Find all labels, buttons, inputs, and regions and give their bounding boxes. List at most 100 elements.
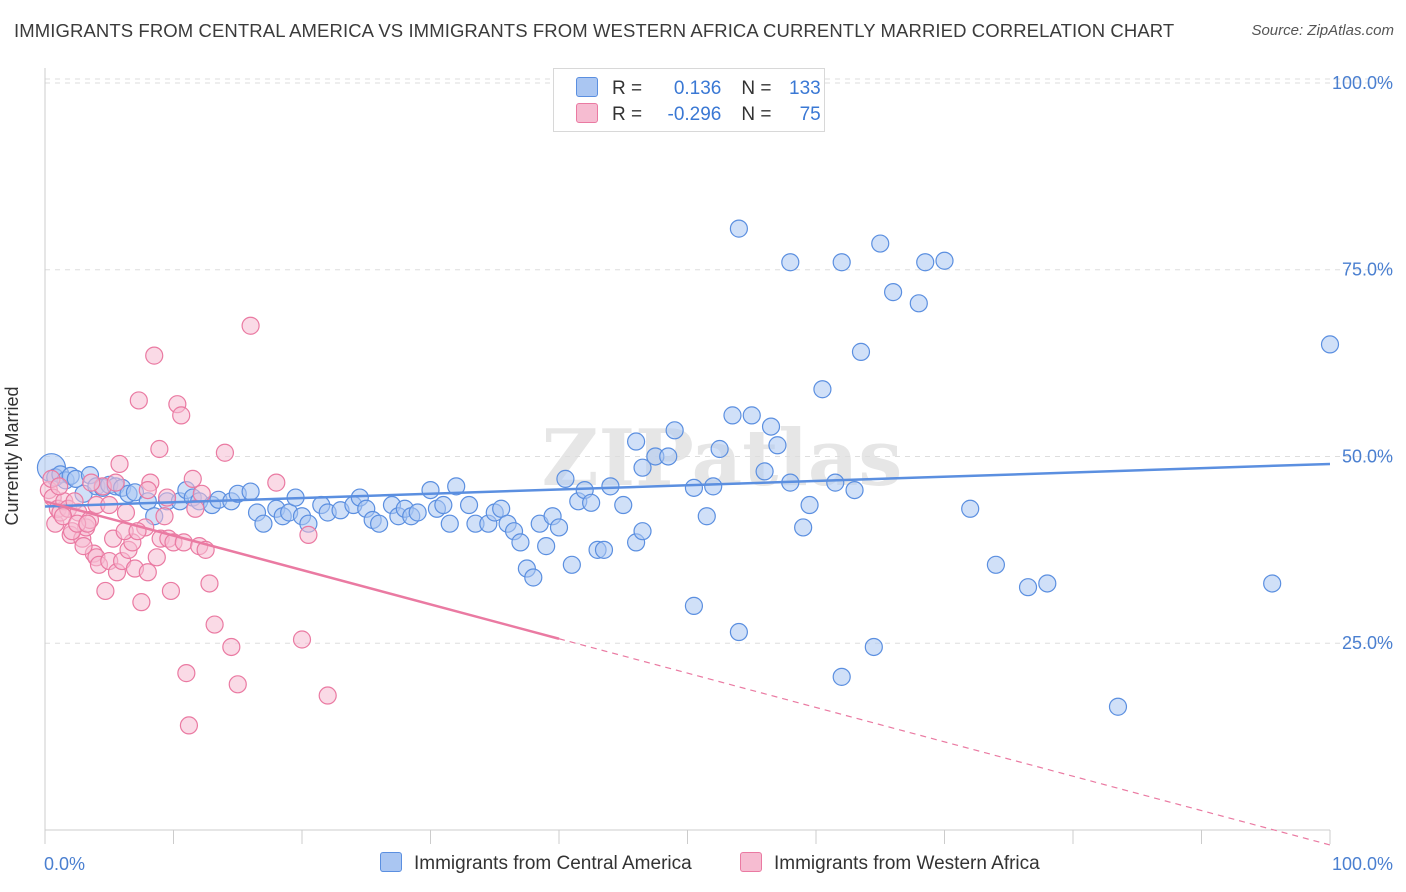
x-tick-label: 0.0% <box>44 854 85 874</box>
data-point-central-america <box>845 480 864 500</box>
data-point-central-america <box>729 622 749 642</box>
chart-title: IMMIGRANTS FROM CENTRAL AMERICA VS IMMIG… <box>14 20 1175 41</box>
data-point-central-america <box>1263 574 1282 593</box>
legend-item-western-africa: Immigrants from Western Africa <box>740 852 1040 875</box>
data-point-central-america <box>755 462 774 481</box>
data-point-central-america <box>562 555 581 574</box>
data-point-central-america <box>440 514 459 533</box>
data-point-central-america <box>684 596 704 615</box>
data-point-western-africa <box>161 581 181 601</box>
data-point-western-africa <box>318 686 337 705</box>
data-point-western-africa <box>205 615 224 634</box>
data-point-central-america <box>935 251 954 270</box>
data-point-western-africa <box>53 507 73 526</box>
legend-label: Immigrants from Western Africa <box>774 853 1040 874</box>
data-point-central-america <box>704 477 723 496</box>
n-label: N = <box>741 104 777 125</box>
data-point-central-america <box>434 495 453 515</box>
n-value: 133 <box>789 78 821 99</box>
data-point-central-america <box>447 477 466 496</box>
data-point-central-america <box>781 253 800 272</box>
legend-swatch-pink <box>576 103 598 123</box>
data-point-central-america <box>1038 574 1057 593</box>
data-point-western-africa <box>179 716 199 735</box>
data-point-western-africa <box>228 675 247 694</box>
data-point-western-africa <box>222 637 241 657</box>
n-label: N = <box>741 78 777 99</box>
data-point-western-africa <box>155 507 174 526</box>
data-point-central-america <box>241 482 260 501</box>
data-point-central-america <box>909 294 928 313</box>
data-point-central-america <box>665 421 684 440</box>
data-point-central-america <box>742 406 761 425</box>
data-point-western-africa <box>241 316 260 335</box>
data-point-western-africa <box>129 391 148 410</box>
x-tick-label: 100.0% <box>1332 854 1393 874</box>
data-point-western-africa <box>82 473 101 492</box>
data-point-central-america <box>761 417 781 436</box>
data-point-central-america <box>916 253 935 272</box>
n-value: 75 <box>799 104 821 125</box>
data-point-western-africa <box>177 664 196 683</box>
data-point-central-america <box>961 499 980 518</box>
trend-line-western-africa <box>44 500 560 640</box>
data-point-central-america <box>633 458 652 477</box>
data-point-western-africa <box>50 477 69 496</box>
data-point-western-africa <box>78 514 97 533</box>
data-point-central-america <box>697 507 716 526</box>
y-tick-label: 100.0% <box>1332 73 1393 93</box>
data-point-central-america <box>1108 697 1128 716</box>
data-point-western-africa <box>150 439 169 459</box>
data-point-western-africa <box>200 574 219 593</box>
data-point-western-africa <box>110 454 129 474</box>
y-tick-label: 50.0% <box>1342 446 1393 466</box>
data-point-central-america <box>800 495 819 515</box>
r-label: R = <box>612 104 648 125</box>
data-point-central-america <box>421 480 440 500</box>
data-point-central-america <box>851 342 871 361</box>
data-point-central-america <box>710 439 729 459</box>
data-point-central-america <box>659 447 678 466</box>
data-point-central-america <box>729 219 749 238</box>
data-point-western-africa <box>145 346 164 365</box>
data-point-central-america <box>871 234 890 253</box>
y-tick-label: 75.0% <box>1342 260 1393 280</box>
data-point-central-america <box>537 537 556 556</box>
data-point-central-america <box>1320 335 1340 354</box>
data-point-western-africa <box>132 593 151 612</box>
data-point-central-america <box>549 518 569 537</box>
data-point-central-america <box>1018 578 1038 597</box>
data-point-western-africa <box>292 630 312 649</box>
data-point-western-africa <box>299 525 318 545</box>
legend-item-central-america: Immigrants from Central America <box>380 852 692 875</box>
data-point-central-america <box>794 518 813 537</box>
data-point-central-america <box>556 469 575 488</box>
data-point-central-america <box>864 637 883 657</box>
data-point-western-africa <box>183 469 202 488</box>
correlation-legend: R = 0.136 N = 133 R = -0.296 N = 75 <box>553 68 825 132</box>
data-point-central-america <box>524 568 543 587</box>
legend-swatch-blue <box>380 852 402 872</box>
data-point-central-america <box>594 540 614 559</box>
data-point-central-america <box>408 503 427 522</box>
r-value: -0.296 <box>667 104 722 125</box>
data-point-western-africa <box>138 480 157 500</box>
data-point-western-africa <box>172 406 191 425</box>
data-point-central-america <box>254 514 273 533</box>
data-point-central-america <box>511 533 530 552</box>
data-point-western-africa <box>106 473 125 492</box>
data-point-central-america <box>826 473 845 492</box>
data-point-central-america <box>614 495 633 515</box>
trend-line-central-america <box>44 462 1331 508</box>
series-legend: Immigrants from Central America Immigran… <box>0 852 1406 878</box>
data-point-central-america <box>582 493 601 512</box>
legend-swatch-blue <box>576 77 598 97</box>
legend-row-central-america: R = 0.136 N = 133 <box>576 77 821 101</box>
r-value: 0.136 <box>673 78 722 99</box>
data-point-central-america <box>883 283 903 302</box>
data-point-central-america <box>370 514 389 533</box>
data-point-western-africa <box>215 443 234 462</box>
y-tick-label: 25.0% <box>1342 633 1393 653</box>
data-point-central-america <box>768 436 787 455</box>
legend-row-western-africa: R = -0.296 N = 75 <box>576 103 821 127</box>
